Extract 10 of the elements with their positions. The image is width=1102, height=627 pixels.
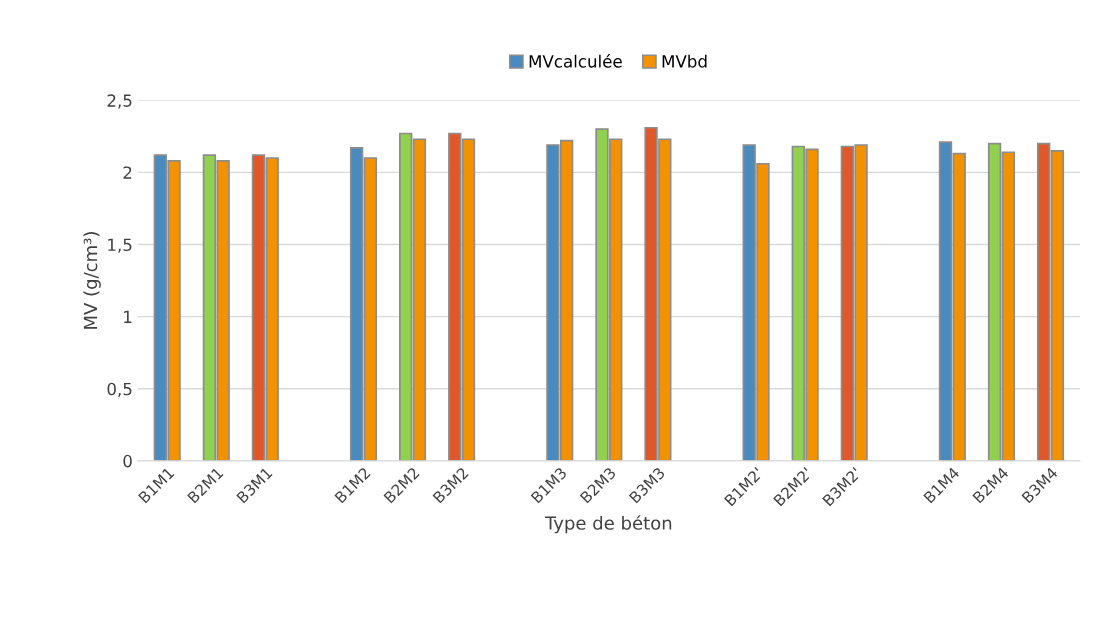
legend-label: MVbd	[662, 54, 707, 68]
y-tick-label: 1	[124, 310, 132, 323]
y-tick-label: 1,5	[108, 238, 132, 253]
y-tick-label: 0,5	[107, 382, 132, 398]
x-axis-title: Type de béton	[544, 515, 672, 534]
y-tick-label: 2,5	[107, 94, 132, 109]
y-tick-label: 2	[123, 166, 132, 179]
y-tick-label: 0	[123, 454, 132, 468]
legend-label: MVcalculée	[529, 54, 622, 68]
y-axis-title: MV (g/cm³)	[83, 232, 101, 329]
